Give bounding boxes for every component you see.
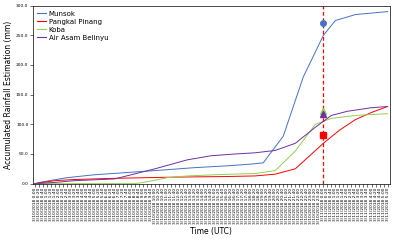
Munsok xyxy=(213,165,217,168)
Munsok xyxy=(76,175,81,178)
Line: Koba: Koba xyxy=(35,114,388,184)
Munsok xyxy=(385,10,390,13)
Line: Pangkal Pinang: Pangkal Pinang xyxy=(35,107,388,184)
Legend: Munsok, Pangkal Pinang, Koba, Air Asam Belinyu: Munsok, Pangkal Pinang, Koba, Air Asam B… xyxy=(36,9,110,42)
Pangkal Pinang xyxy=(68,178,73,181)
Pangkal Pinang xyxy=(76,178,81,181)
Koba xyxy=(385,112,390,115)
Munsok xyxy=(32,182,37,185)
Air Asam Belinyu xyxy=(345,110,350,113)
Munsok xyxy=(68,176,73,179)
Air Asam Belinyu xyxy=(385,105,390,108)
Line: Air Asam Belinyu: Air Asam Belinyu xyxy=(35,107,388,184)
Koba xyxy=(76,182,81,185)
Koba xyxy=(104,182,109,185)
Pangkal Pinang xyxy=(213,175,217,178)
Munsok xyxy=(345,16,350,18)
Koba xyxy=(345,115,350,118)
Koba xyxy=(68,182,73,185)
Koba xyxy=(169,176,173,179)
Munsok xyxy=(104,173,109,175)
Koba xyxy=(32,182,37,185)
X-axis label: Time (UTC): Time (UTC) xyxy=(190,227,232,236)
Munsok xyxy=(169,168,173,171)
Line: Munsok: Munsok xyxy=(35,12,388,184)
Air Asam Belinyu xyxy=(68,180,73,182)
Pangkal Pinang xyxy=(104,177,109,180)
Air Asam Belinyu xyxy=(213,154,217,157)
Air Asam Belinyu xyxy=(32,182,37,185)
Y-axis label: Accumulated Rainfall Estimation (mm): Accumulated Rainfall Estimation (mm) xyxy=(4,21,13,169)
Pangkal Pinang xyxy=(385,105,390,108)
Air Asam Belinyu xyxy=(76,179,81,182)
Air Asam Belinyu xyxy=(169,163,173,166)
Pangkal Pinang xyxy=(345,123,350,126)
Air Asam Belinyu xyxy=(104,178,109,181)
Pangkal Pinang xyxy=(169,176,173,179)
Koba xyxy=(213,173,217,176)
Pangkal Pinang xyxy=(32,182,37,185)
